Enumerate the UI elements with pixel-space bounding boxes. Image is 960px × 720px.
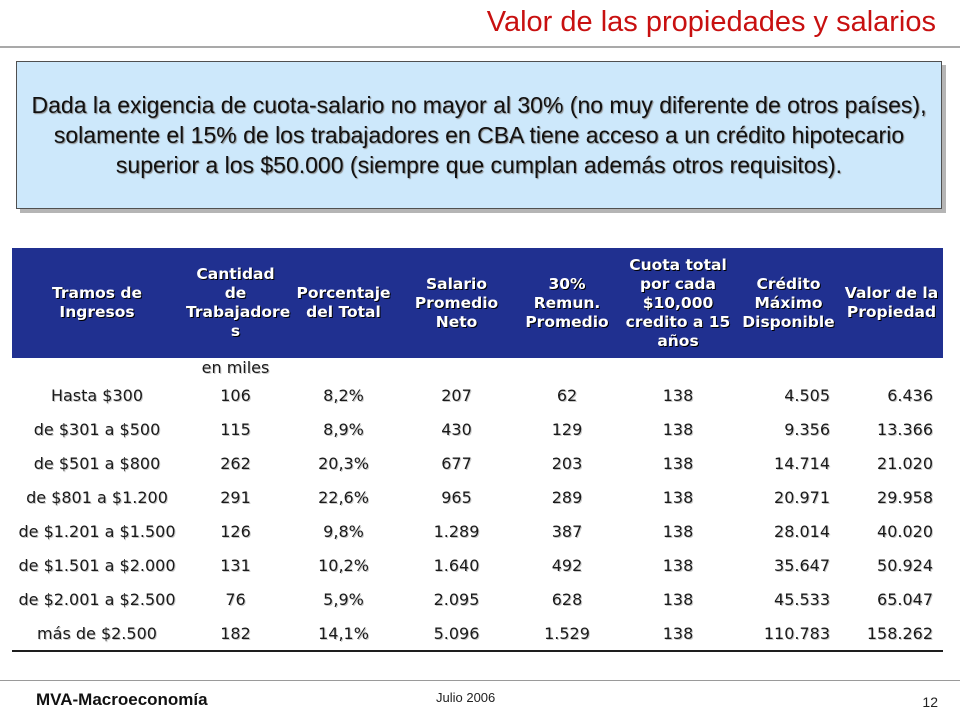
cell-cuota: 138 xyxy=(662,521,694,541)
cell-tramo: de $1.501 a $2.000 xyxy=(18,555,176,575)
cell-porcentaje: 22,6% xyxy=(318,487,369,507)
cell-cuota: 138 xyxy=(619,616,737,652)
cell-tramo: de $501 a $800 xyxy=(33,453,161,473)
cell-credito: 4.505 xyxy=(784,385,830,405)
units-label: en miles xyxy=(201,358,270,377)
cell-salario: 1.640 xyxy=(433,555,480,575)
cell-remuneracion: 628 xyxy=(551,589,583,609)
cell-salario: 5.096 xyxy=(398,616,515,652)
footer-date: Julio 2006 xyxy=(436,690,496,705)
cell-credito: 35.647 xyxy=(774,555,830,575)
table-row: de $1.201 a $1.500 126 9,8% 1.289 387 13… xyxy=(12,514,943,548)
cell-credito: 14.714 xyxy=(774,453,830,473)
cell-porcentaje: 14,1% xyxy=(289,616,398,652)
cell-credito: 9.356 xyxy=(784,419,830,439)
cell-remuneracion: 387 xyxy=(551,521,583,541)
table-row: de $1.501 a $2.000 131 10,2% 1.640 492 1… xyxy=(12,548,943,582)
header-cantidad: Cantidad de Trabajadore s xyxy=(182,248,290,358)
cell-cuota: 138 xyxy=(662,589,694,609)
cell-valor: 6.436 xyxy=(887,385,933,405)
cell-salario: 677 xyxy=(441,453,472,473)
header-salario: Salario Promedio Neto xyxy=(398,248,515,358)
cell-salario: 965 xyxy=(441,487,472,507)
cell-cantidad: 262 xyxy=(220,453,251,473)
cell-porcentaje: 9,8% xyxy=(323,521,364,541)
footer-course: MVA-Macroeconomía xyxy=(36,690,208,709)
cell-tramo: Hasta $300 xyxy=(50,385,144,405)
table-row: de $801 a $1.200 291 22,6% 965 289 138 2… xyxy=(12,480,943,514)
header-cuota: Cuota total por cada $10,000 credito a 1… xyxy=(619,248,737,358)
header-tramos: Tramos de Ingresos xyxy=(12,248,182,358)
cell-remuneracion: 1.529 xyxy=(515,616,619,652)
cell-porcentaje: 10,2% xyxy=(318,555,369,575)
cell-valor: 40.020 xyxy=(877,521,933,541)
cell-valor: 50.924 xyxy=(877,555,933,575)
cell-cantidad: 115 xyxy=(220,419,251,439)
cell-salario: 2.095 xyxy=(433,589,480,609)
callout-text: Dada la exigencia de cuota-salario no ma… xyxy=(31,92,927,178)
cell-cantidad: 126 xyxy=(220,521,251,541)
units-row: en miles xyxy=(12,358,943,378)
cell-tramo: de $1.201 a $1.500 xyxy=(18,521,176,541)
cell-cuota: 138 xyxy=(662,487,694,507)
table-row: de $301 a $500 115 8,9% 430 129 138 9.35… xyxy=(12,412,943,446)
cell-credito: 110.783 xyxy=(737,616,840,652)
slide-title: Valor de las propiedades y salarios xyxy=(486,6,936,38)
cell-cuota: 138 xyxy=(662,453,694,473)
cell-credito: 28.014 xyxy=(774,521,830,541)
cell-cantidad: 291 xyxy=(220,487,251,507)
cell-salario: 1.289 xyxy=(433,521,480,541)
table-row: más de $2.500 182 14,1% 5.096 1.529 138 … xyxy=(12,616,943,652)
cell-remuneracion: 129 xyxy=(551,419,583,439)
cell-salario: 430 xyxy=(441,419,472,439)
cell-remuneracion: 492 xyxy=(551,555,583,575)
cell-remuneracion: 203 xyxy=(551,453,583,473)
cell-porcentaje: 8,2% xyxy=(323,385,364,405)
cell-valor: 13.366 xyxy=(877,419,933,439)
callout-box: Dada la exigencia de cuota-salario no ma… xyxy=(16,61,942,209)
cell-cantidad: 106 xyxy=(220,385,251,405)
cell-cantidad: 182 xyxy=(182,616,289,652)
data-table-container: Tramos de Ingresos Cantidad de Trabajado… xyxy=(12,248,943,652)
table-row: de $2.001 a $2.500 76 5,9% 2.095 628 138… xyxy=(12,582,943,616)
cell-porcentaje: 8,9% xyxy=(323,419,364,439)
cell-tramo: de $2.001 a $2.500 xyxy=(18,589,176,609)
header-porcentaje: Porcentaje del Total xyxy=(289,248,398,358)
page-number: 12 xyxy=(922,694,938,710)
cell-tramo: más de $2.500 xyxy=(12,616,182,652)
table-row: Hasta $300 106 8,2% 207 62 138 4.505 6.4… xyxy=(12,378,943,412)
cell-valor: 29.958 xyxy=(877,487,933,507)
cell-valor: 158.262 xyxy=(840,616,943,652)
header-credito: Crédito Máximo Disponible xyxy=(737,248,840,358)
cell-cantidad: 131 xyxy=(220,555,251,575)
cell-cuota: 138 xyxy=(662,385,694,405)
cell-cuota: 138 xyxy=(662,419,694,439)
header-remuneracion: 30% Remun. Promedio xyxy=(515,248,619,358)
cell-remuneracion: 62 xyxy=(556,385,578,405)
cell-cantidad: 76 xyxy=(225,589,246,609)
table-header-row: Tramos de Ingresos Cantidad de Trabajado… xyxy=(12,248,943,358)
cell-porcentaje: 20,3% xyxy=(318,453,369,473)
cell-remuneracion: 289 xyxy=(551,487,583,507)
income-property-table: Tramos de Ingresos Cantidad de Trabajado… xyxy=(12,248,943,652)
cell-tramo: de $801 a $1.200 xyxy=(26,487,168,507)
cell-valor: 21.020 xyxy=(877,453,933,473)
table-row: de $501 a $800 262 20,3% 677 203 138 14.… xyxy=(12,446,943,480)
cell-cuota: 138 xyxy=(662,555,694,575)
cell-credito: 45.533 xyxy=(774,589,830,609)
footer-divider xyxy=(0,680,960,681)
cell-porcentaje: 5,9% xyxy=(323,589,364,609)
cell-credito: 20.971 xyxy=(774,487,830,507)
header-valor: Valor de la Propiedad xyxy=(840,248,943,358)
cell-valor: 65.047 xyxy=(877,589,933,609)
cell-salario: 207 xyxy=(441,385,472,405)
cell-tramo: de $301 a $500 xyxy=(33,419,161,439)
title-divider xyxy=(0,46,960,48)
